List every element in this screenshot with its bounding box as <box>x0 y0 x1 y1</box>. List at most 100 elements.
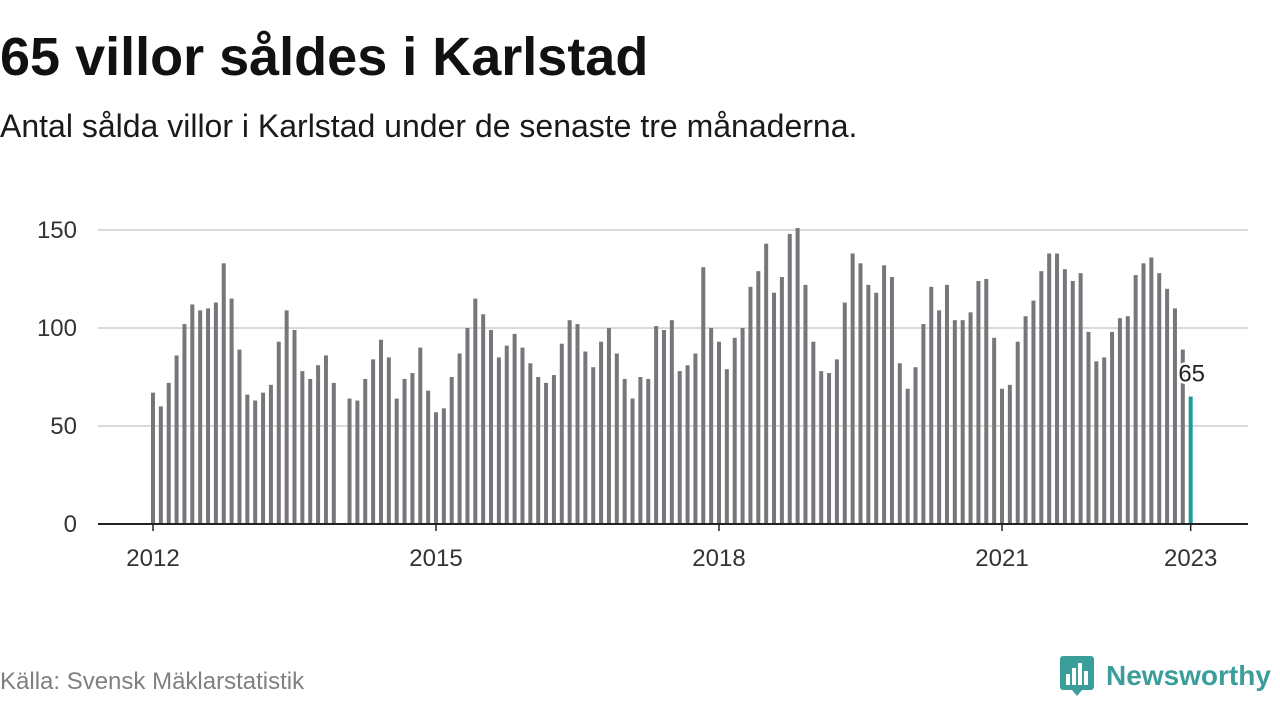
highlight-value-label: 65 <box>1178 361 1205 388</box>
bar-2015-01 <box>434 412 438 524</box>
bar-2019-05 <box>842 302 847 524</box>
bar-2014-08 <box>394 398 399 524</box>
bar-2013-12 <box>331 382 336 524</box>
logo-bar-shape <box>1084 671 1088 685</box>
bar-2021-07 <box>1047 253 1052 524</box>
bar-2019-06 <box>850 253 855 524</box>
bar-2013-06 <box>284 310 289 524</box>
y-tick-label: 150 <box>37 217 77 244</box>
bar-2018-10 <box>787 233 792 525</box>
logo-bar-shape <box>1078 663 1082 685</box>
bar-2022-12 <box>1180 349 1185 524</box>
bar-2013-01 <box>245 394 250 524</box>
bar-2022-07 <box>1141 263 1146 524</box>
bar-2018-04 <box>740 328 745 524</box>
bar-2017-01 <box>622 378 627 524</box>
bar-2022-08 <box>1149 257 1154 524</box>
bar-2018-05 <box>748 286 753 524</box>
bar-2014-04 <box>363 378 368 524</box>
bar-2013-08 <box>300 371 305 524</box>
bar-2021-09 <box>1062 269 1067 524</box>
bar-2013-05 <box>276 341 281 524</box>
bar-2014-10 <box>410 373 415 524</box>
bar-2018-03 <box>732 337 737 524</box>
bar-2022-11 <box>1172 308 1177 524</box>
bar-2022-09 <box>1157 273 1162 524</box>
bar-2021-04 <box>1023 316 1028 524</box>
bar-2022-04 <box>1117 318 1122 524</box>
y-tick-label: 0 <box>64 511 77 538</box>
bar-2012-02 <box>158 406 163 524</box>
bar-2015-03 <box>449 377 454 524</box>
bar-2021-11 <box>1078 273 1083 524</box>
bar-2021-12 <box>1086 331 1091 524</box>
annotations: 65 <box>1176 358 1208 390</box>
bar-2014-12 <box>426 390 431 524</box>
bar-2016-09 <box>591 367 596 524</box>
y-tick-label: 100 <box>37 315 77 342</box>
bar-2021-08 <box>1055 253 1060 524</box>
bar-2013-07 <box>292 329 297 524</box>
logo-bubble-shape <box>1060 656 1094 696</box>
bar-2020-05 <box>937 310 942 524</box>
brand-name: Newsworthy <box>1106 660 1271 691</box>
bar-2021-01 <box>1000 388 1004 524</box>
bar-2016-04 <box>551 375 556 524</box>
bar-2020-04 <box>929 286 934 524</box>
bar-2022-10 <box>1165 288 1170 524</box>
x-tick-label: 2012 <box>126 545 179 572</box>
bar-2014-02 <box>347 398 352 524</box>
bar-2012-07 <box>198 310 203 524</box>
y-axis-ticks: 0 50 100 150 <box>37 217 77 538</box>
chart-title: 65 villor såldes i Karlstad <box>0 27 649 87</box>
bar-2022-05 <box>1125 316 1130 524</box>
bar-2020-07 <box>952 320 957 524</box>
bar-2015-09 <box>496 357 501 524</box>
bar-2015-11 <box>512 333 517 524</box>
bar-2012-10 <box>221 263 226 524</box>
bar-2018-11 <box>795 228 800 525</box>
bar-2017-11 <box>701 267 706 524</box>
bar-2018-08 <box>772 292 777 524</box>
bar-2012-03 <box>166 382 171 524</box>
bar-2012-06 <box>190 304 195 524</box>
bar-2021-02 <box>1007 384 1012 524</box>
bar-2020-09 <box>968 312 973 524</box>
bar-2019-02 <box>819 371 824 524</box>
bar-2015-04 <box>457 353 462 524</box>
bar-2014-05 <box>371 359 376 524</box>
bar-2020-03 <box>921 324 926 524</box>
bar-2012-12 <box>237 349 242 524</box>
bar-2013-11 <box>323 355 328 524</box>
bar-2017-02 <box>630 398 635 524</box>
chart-subtitle: Antal sålda villor i Karlstad under de s… <box>0 108 858 144</box>
x-axis: 2012 2015 2018 2021 2023 <box>98 523 1248 572</box>
bar-2017-08 <box>677 371 682 524</box>
bar-2021-10 <box>1070 280 1075 524</box>
bar-2014-06 <box>378 339 383 524</box>
bar-2012-09 <box>213 302 218 524</box>
bar-2015-06 <box>473 298 478 524</box>
bar-2014-09 <box>402 378 407 524</box>
bar-2016-02 <box>536 377 541 524</box>
bar-2016-08 <box>583 351 588 524</box>
bar-2021-06 <box>1039 271 1044 524</box>
bar-2023-01 <box>1188 396 1193 524</box>
bar-2022-02 <box>1102 357 1107 524</box>
bar-2014-03 <box>355 400 360 524</box>
x-tick-label: 2023 <box>1164 545 1217 572</box>
bar-2013-10 <box>316 365 321 524</box>
bar-2013-09 <box>308 378 313 524</box>
bar-2020-11 <box>984 279 989 524</box>
bar-2013-04 <box>268 384 273 524</box>
source-note: Källa: Svensk Mäklarstatistik <box>0 668 305 695</box>
bar-2017-07 <box>669 320 674 524</box>
bar-2015-02 <box>441 408 446 524</box>
newsworthy-logo-icon <box>1060 656 1094 696</box>
bar-2020-06 <box>944 284 949 524</box>
brand-logo: Newsworthy <box>1058 654 1271 698</box>
bar-2019-08 <box>866 284 871 524</box>
bar-2016-10 <box>599 341 604 524</box>
bar-2016-01 <box>528 363 533 524</box>
